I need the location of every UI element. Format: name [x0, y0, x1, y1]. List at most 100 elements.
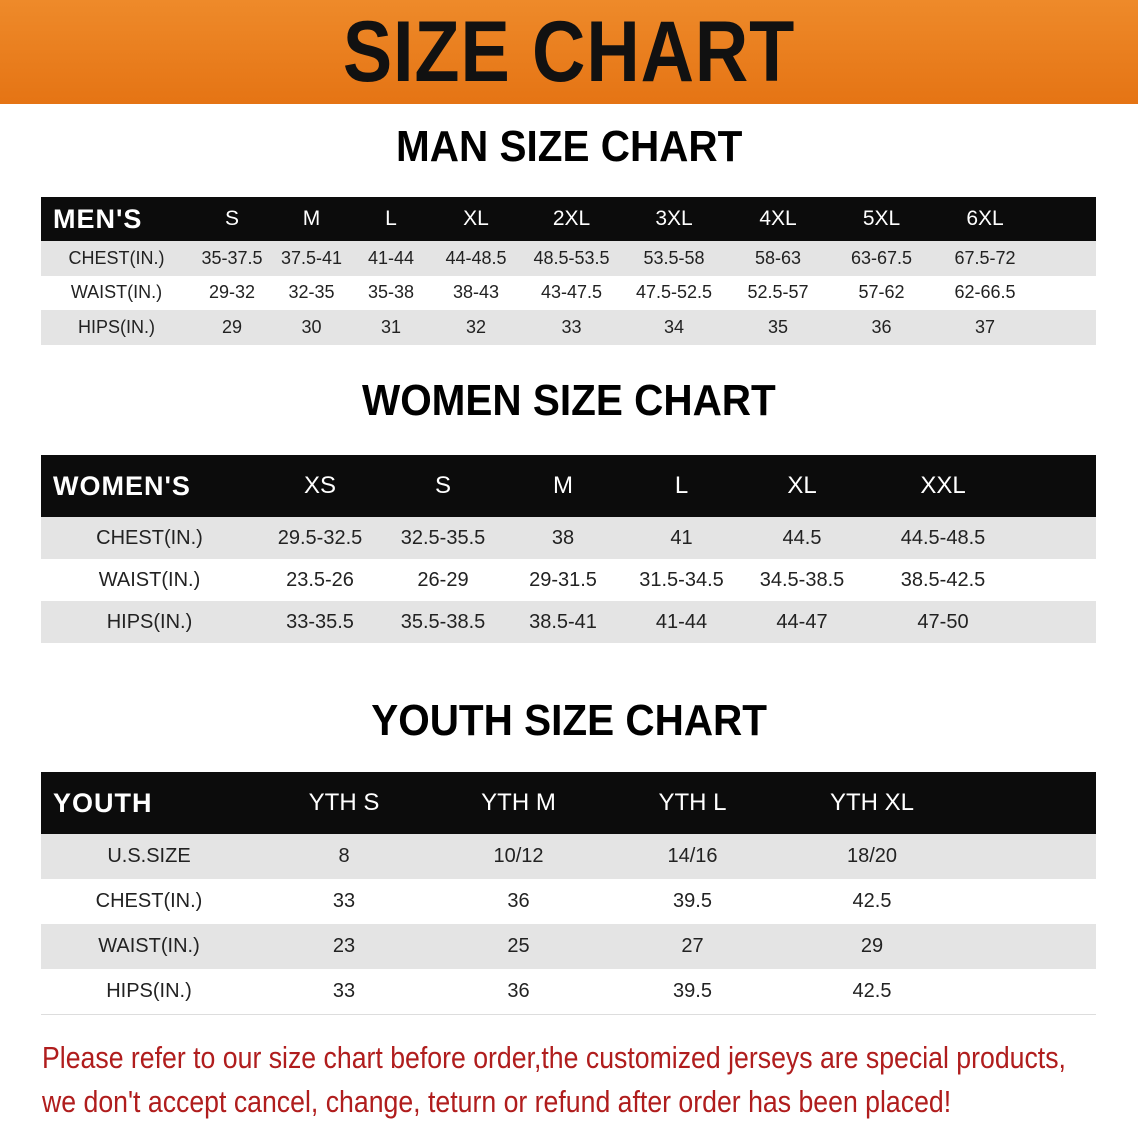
- table-cell: 62-66.5: [954, 282, 1016, 303]
- size-header-cell: YTH M: [481, 789, 556, 816]
- table-cell: 31: [380, 316, 402, 337]
- table-cell: 41: [670, 526, 693, 549]
- table-cell: 33: [332, 980, 356, 1002]
- table-cell: 37.5-41: [280, 247, 343, 268]
- row-label: CHEST(IN.): [68, 247, 165, 268]
- table-row: HIPS(IN.) 33 36 39.5 42.5: [41, 969, 1096, 1015]
- table-row: U.S.SIZE 8 10/12 14/16 18/20: [41, 834, 1096, 879]
- table-row: HIPS(IN.) 33-35.5 35.5-38.5 38.5-41 41-44 44-…: [41, 601, 1096, 643]
- table-cell: 58-63: [754, 247, 802, 268]
- table-cell: 63-67.5: [850, 247, 913, 268]
- size-header-cell: L: [385, 207, 397, 230]
- table-cell: 33: [332, 890, 356, 912]
- size-header-cell: XXL: [920, 472, 966, 499]
- table-cell: 34: [663, 316, 685, 337]
- table-cell: 32-35: [288, 282, 335, 303]
- table-cell: 29: [860, 935, 884, 957]
- table-cell: 57-62: [858, 282, 905, 303]
- row-label: WAIST(IN.): [98, 568, 201, 591]
- size-header-cell: XL: [463, 207, 489, 230]
- size-header-cell: 6XL: [966, 207, 1004, 230]
- banner-title: SIZE CHART: [342, 3, 796, 100]
- table-cell: 27: [681, 935, 704, 957]
- table-cell: 42.5: [852, 980, 892, 1002]
- table-cell: 38.5-42.5: [900, 568, 986, 591]
- table-cell: 35.5-38.5: [400, 610, 486, 633]
- table-cell: 42.5: [852, 890, 892, 912]
- row-label: HIPS(IN.): [77, 316, 155, 337]
- table-cell: 25: [507, 935, 530, 957]
- table-cell: 48.5-53.5: [533, 247, 610, 268]
- table-cell: 33: [561, 316, 582, 337]
- size-header-cell: L: [674, 472, 689, 499]
- size-header-cell: M: [302, 207, 321, 230]
- table-row: CHEST(IN.) 33 36 39.5 42.5: [41, 879, 1096, 924]
- table-cell: 29-32: [208, 282, 256, 303]
- table-row: WAIST(IN.) 29-32 32-35 35-38 38-43 43-47.5 47.…: [41, 275, 1096, 310]
- row-label: WAIST(IN.): [70, 282, 163, 303]
- table-row: WAIST(IN.) 23 25 27 29: [41, 924, 1096, 969]
- size-header-cell: YTH L: [658, 789, 727, 816]
- table-header-row: MEN'S S M L XL 2XL 3XL 4XL 5XL 6XL: [41, 197, 1096, 241]
- table-cell: 18/20: [846, 845, 898, 867]
- table-cell: 41-44: [367, 247, 415, 268]
- row-label: HIPS(IN.): [106, 980, 192, 1002]
- table-row: CHEST(IN.) 35-37.5 37.5-41 41-44 44-48.5 48.5…: [41, 241, 1096, 276]
- size-header-cell: M: [553, 472, 573, 499]
- women-section-title: WOMEN SIZE CHART: [362, 376, 776, 425]
- youth-section-title: YOUTH SIZE CHART: [371, 696, 767, 745]
- order-notice: Please refer to our size chart before or…: [42, 1036, 1122, 1124]
- table-cell: 52.5-57: [747, 282, 809, 303]
- table-cell: 31.5-34.5: [639, 568, 724, 591]
- size-header-cell: 5XL: [862, 207, 901, 230]
- table-cell: 26-29: [417, 568, 469, 591]
- table-row: HIPS(IN.) 29 30 31 32 33 34 35 36 37: [41, 310, 1096, 345]
- table-cell: 34.5-38.5: [759, 568, 845, 591]
- table-cell: 23.5-26: [286, 568, 354, 591]
- table-cell: 35: [767, 316, 789, 337]
- table-cell: 44.5-48.5: [900, 526, 986, 549]
- table-cell: 29: [221, 316, 243, 337]
- women-size-table: WOMEN'S XS S M L XL XXL CHEST(IN.) 29.5-32.5 32.5…: [41, 455, 1096, 643]
- table-cell: 36: [871, 316, 892, 337]
- table-cell: 47-50: [917, 610, 969, 633]
- row-label: CHEST(IN.): [96, 526, 203, 549]
- table-title-cell: WOMEN'S: [53, 470, 191, 501]
- table-cell: 38-43: [452, 282, 500, 303]
- table-cell: 38: [551, 526, 575, 549]
- table-header-row: WOMEN'S XS S M L XL XXL: [41, 455, 1096, 517]
- table-cell: 29-31.5: [529, 568, 597, 591]
- table-cell: 44-47: [776, 610, 828, 633]
- table-cell: 44-48.5: [445, 247, 507, 268]
- table-cell: 32.5-35.5: [400, 526, 486, 549]
- men-size-table: MEN'S S M L XL 2XL 3XL 4XL 5XL 6XL CHEST(IN.) 35-37…: [41, 197, 1096, 345]
- table-cell: 35-37.5: [201, 247, 263, 268]
- table-cell: 35-38: [367, 282, 415, 303]
- table-cell: 44.5: [782, 526, 822, 549]
- table-cell: 23: [332, 935, 356, 957]
- table-cell: 47.5-52.5: [635, 282, 713, 303]
- size-header-cell: S: [224, 207, 239, 230]
- size-chart-banner: SIZE CHART: [0, 0, 1138, 104]
- table-cell: 30: [301, 316, 322, 337]
- table-row: CHEST(IN.) 29.5-32.5 32.5-35.5 38 41 44.5 44.5…: [41, 517, 1096, 559]
- size-header-cell: 4XL: [759, 207, 797, 230]
- table-cell: 33-35.5: [286, 610, 354, 633]
- table-cell: 39.5: [673, 890, 712, 912]
- notice-line-1: Please refer to our size chart before or…: [42, 1040, 1066, 1075]
- table-cell: 32: [465, 316, 487, 337]
- size-header-cell: YTH S: [308, 789, 380, 816]
- table-cell: 53.5-58: [643, 247, 705, 268]
- table-cell: 29.5-32.5: [277, 526, 363, 549]
- table-cell: 37: [974, 316, 996, 337]
- table-cell: 8: [338, 845, 350, 867]
- size-header-cell: YTH XL: [829, 789, 915, 816]
- notice-line-2: we don't accept cancel, change, teturn o…: [42, 1084, 952, 1119]
- table-cell: 38.5-41: [529, 610, 597, 633]
- youth-size-table: YOUTH YTH S YTH M YTH L YTH XL U.S.SIZE 8 10/12…: [41, 772, 1096, 1015]
- table-cell: 14/16: [667, 845, 718, 867]
- table-cell: 10/12: [493, 845, 544, 867]
- row-label: WAIST(IN.): [98, 935, 200, 957]
- row-label: HIPS(IN.): [106, 610, 193, 633]
- table-title-cell: YOUTH: [53, 787, 153, 818]
